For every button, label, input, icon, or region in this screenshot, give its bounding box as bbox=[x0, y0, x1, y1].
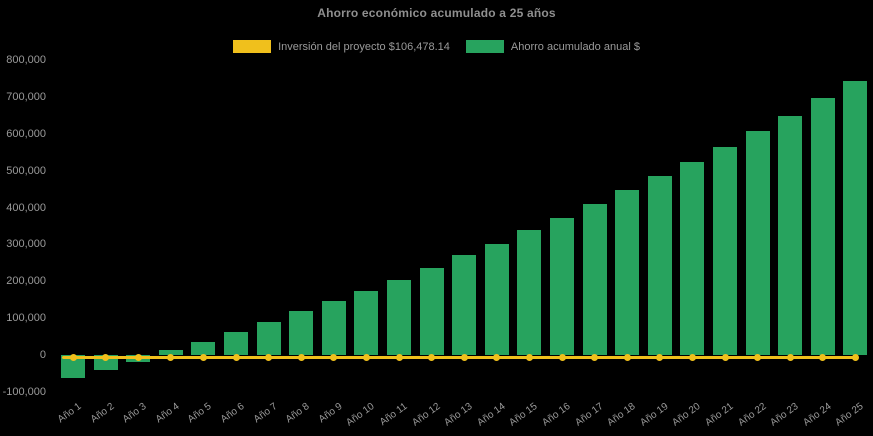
investment-line-marker bbox=[786, 354, 794, 361]
investment-line-marker bbox=[591, 354, 599, 361]
investment-line-marker bbox=[297, 354, 305, 361]
y-tick-label: 400,000 bbox=[6, 201, 46, 214]
investment-line bbox=[62, 356, 859, 359]
investment-line-marker bbox=[428, 354, 436, 361]
bar-año-11 bbox=[387, 280, 411, 356]
y-tick-label: 100,000 bbox=[6, 312, 46, 325]
legend: Inversión del proyecto $106,478.14 Ahorr… bbox=[0, 38, 873, 55]
investment-line-marker bbox=[558, 354, 566, 361]
y-tick-label: 700,000 bbox=[6, 90, 46, 103]
bar-año-5 bbox=[191, 341, 216, 356]
legend-label-investment: Inversión del proyecto $106,478.14 bbox=[278, 40, 450, 53]
investment-line-marker bbox=[395, 354, 403, 361]
bar-año-17 bbox=[582, 204, 607, 356]
bar-año-21 bbox=[713, 147, 737, 356]
investment-line-marker bbox=[362, 354, 370, 361]
legend-label-savings: Ahorro acumulado anual $ bbox=[510, 40, 640, 53]
investment-line-marker bbox=[69, 354, 77, 361]
investment-line-marker bbox=[754, 354, 762, 361]
bar-año-8 bbox=[289, 311, 314, 356]
investment-line-marker bbox=[525, 354, 533, 361]
bar-año-7 bbox=[256, 321, 281, 356]
investment-line-marker bbox=[134, 354, 142, 361]
investment-line-marker bbox=[167, 354, 175, 361]
y-tick-label: 200,000 bbox=[6, 275, 46, 288]
bar-año-14 bbox=[484, 244, 509, 356]
investment-line-marker bbox=[460, 354, 468, 361]
bar-año-24 bbox=[810, 98, 835, 356]
bar-año-4 bbox=[158, 349, 183, 356]
legend-item-savings: Ahorro acumulado anual $ bbox=[465, 40, 640, 53]
bar-año-9 bbox=[321, 300, 346, 356]
bar-año-20 bbox=[680, 161, 705, 356]
investment-line-marker bbox=[199, 354, 207, 361]
investment-line-marker bbox=[330, 354, 338, 361]
bar-año-13 bbox=[452, 255, 477, 356]
bar-año-22 bbox=[745, 130, 770, 356]
chart-title: Ahorro económico acumulado a 25 años bbox=[317, 6, 556, 20]
investment-line-marker bbox=[232, 354, 240, 361]
investment-line-marker bbox=[656, 354, 664, 361]
y-tick-label: 0 bbox=[39, 348, 46, 361]
investment-line-marker bbox=[819, 354, 827, 361]
bar-año-10 bbox=[354, 290, 379, 356]
bar-año-23 bbox=[778, 115, 803, 356]
investment-line-marker bbox=[102, 354, 110, 361]
bar-año-1 bbox=[61, 355, 85, 379]
bar-año-15 bbox=[517, 229, 542, 356]
y-tick-label: 500,000 bbox=[6, 164, 46, 177]
investment-line-marker bbox=[688, 354, 696, 361]
y-tick-label: -100,000 bbox=[2, 385, 46, 398]
legend-swatch-savings bbox=[465, 40, 504, 53]
investment-line-marker bbox=[851, 354, 859, 361]
investment-line-marker bbox=[721, 354, 729, 361]
bar-año-19 bbox=[647, 176, 672, 356]
investment-line-marker bbox=[493, 354, 501, 361]
bar-año-25 bbox=[843, 80, 868, 356]
bar-año-12 bbox=[419, 267, 444, 356]
legend-item-investment: Inversión del proyecto $106,478.14 bbox=[233, 40, 450, 53]
bar-año-6 bbox=[224, 331, 248, 356]
investment-line-marker bbox=[265, 354, 273, 361]
y-tick-label: 800,000 bbox=[6, 54, 46, 67]
investment-line-marker bbox=[623, 354, 631, 361]
bar-año-16 bbox=[550, 217, 574, 356]
bar-año-18 bbox=[615, 190, 640, 356]
y-tick-label: 300,000 bbox=[6, 238, 46, 251]
y-tick-label: 600,000 bbox=[6, 127, 46, 140]
legend-swatch-investment bbox=[233, 40, 272, 53]
